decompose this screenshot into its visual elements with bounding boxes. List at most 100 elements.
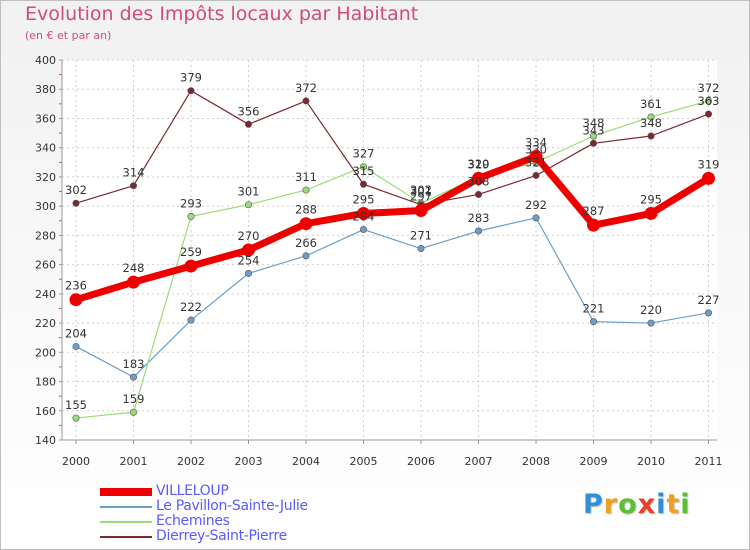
data-point-le-pavillon-sainte-julie bbox=[72, 342, 80, 350]
data-point-le-pavillon-sainte-julie bbox=[302, 252, 310, 260]
data-label-villeloup: 259 bbox=[180, 245, 202, 259]
plot-area bbox=[62, 60, 717, 440]
y-tick-label: 200 bbox=[35, 346, 56, 359]
series-line-echemines bbox=[75, 100, 710, 419]
y-tick-label: 180 bbox=[35, 376, 56, 389]
y-tick-label: 160 bbox=[35, 405, 56, 418]
data-point-dierrey-saint-pierre bbox=[359, 180, 367, 188]
y-tick-label: 400 bbox=[35, 54, 56, 67]
data-label-echemines: 301 bbox=[238, 185, 260, 199]
data-point-le-pavillon-sainte-julie bbox=[589, 318, 597, 326]
x-tick-label: 2002 bbox=[177, 455, 205, 468]
y-tick-label: 280 bbox=[35, 229, 56, 242]
data-label-le-pavillon-sainte-julie: 183 bbox=[123, 357, 145, 371]
x-tick-label: 2004 bbox=[292, 455, 320, 468]
data-point-echemines bbox=[302, 186, 310, 194]
data-point-villeloup bbox=[184, 259, 198, 273]
data-label-villeloup: 334 bbox=[525, 135, 547, 149]
data-point-villeloup bbox=[69, 293, 83, 307]
chart-title: Evolution des Impôts locaux par Habitant bbox=[25, 3, 419, 25]
data-point-dierrey-saint-pierre bbox=[130, 182, 138, 190]
y-tick-label: 140 bbox=[35, 434, 56, 447]
data-point-le-pavillon-sainte-julie bbox=[417, 245, 425, 253]
data-point-dierrey-saint-pierre bbox=[187, 87, 195, 95]
legend-label-echemines: Echemines bbox=[156, 513, 230, 529]
data-point-dierrey-saint-pierre bbox=[245, 120, 253, 128]
data-point-villeloup bbox=[299, 217, 313, 231]
data-label-dierrey-saint-pierre: 379 bbox=[180, 71, 202, 85]
legend-swatch-dierrey-saint-pierre bbox=[100, 536, 152, 538]
x-tick-label: 2007 bbox=[465, 455, 493, 468]
data-point-echemines bbox=[359, 163, 367, 171]
data-point-villeloup bbox=[702, 171, 715, 185]
data-label-dierrey-saint-pierre: 308 bbox=[468, 174, 490, 188]
data-label-echemines: 320 bbox=[468, 157, 490, 171]
data-label-echemines: 311 bbox=[295, 170, 317, 184]
data-point-echemines bbox=[72, 414, 80, 422]
y-tick-label: 240 bbox=[35, 288, 56, 301]
data-label-le-pavillon-sainte-julie: 292 bbox=[525, 198, 547, 212]
x-tick-label: 2000 bbox=[62, 455, 90, 468]
chart-subtitle: (en € et par an) bbox=[25, 29, 112, 42]
data-point-villeloup bbox=[472, 171, 485, 185]
data-label-echemines: 361 bbox=[640, 97, 662, 111]
legend-swatch-echemines bbox=[100, 521, 152, 523]
data-label-dierrey-saint-pierre: 314 bbox=[123, 166, 145, 180]
y-tick-label: 300 bbox=[35, 200, 56, 213]
legend-item-dierrey-saint-pierre: Dierrey-Saint-Pierre bbox=[100, 528, 360, 544]
data-label-echemines: 330 bbox=[525, 142, 547, 156]
grid bbox=[62, 59, 717, 441]
data-point-dierrey-saint-pierre bbox=[474, 190, 482, 198]
y-tick-label: 360 bbox=[35, 112, 56, 125]
data-point-echemines bbox=[187, 212, 195, 220]
data-point-le-pavillon-sainte-julie bbox=[359, 226, 367, 234]
data-label-le-pavillon-sainte-julie: 271 bbox=[410, 229, 432, 243]
data-label-villeloup: 295 bbox=[353, 192, 375, 206]
legend-item-le-pavillon-sainte-julie: Le Pavillon-Sainte-Julie bbox=[100, 498, 360, 514]
data-point-villeloup bbox=[242, 243, 255, 257]
data-label-le-pavillon-sainte-julie: 283 bbox=[468, 211, 490, 225]
data-label-dierrey-saint-pierre: 302 bbox=[65, 183, 87, 197]
data-label-echemines: 159 bbox=[123, 392, 145, 406]
data-label-echemines: 293 bbox=[180, 196, 202, 210]
data-point-villeloup bbox=[414, 204, 428, 218]
y-tick-label: 220 bbox=[35, 317, 56, 330]
data-labels: 204 183 222 254 266 284 271 283 292 221 220 227 155 1… bbox=[65, 71, 719, 412]
data-point-dierrey-saint-pierre bbox=[647, 132, 655, 140]
data-point-villeloup bbox=[644, 206, 658, 220]
data-point-le-pavillon-sainte-julie bbox=[704, 309, 712, 317]
data-label-echemines: 327 bbox=[353, 147, 375, 161]
data-label-le-pavillon-sainte-julie: 266 bbox=[295, 236, 317, 250]
data-point-le-pavillon-sainte-julie bbox=[245, 269, 253, 277]
data-point-echemines bbox=[647, 113, 655, 121]
data-label-le-pavillon-sainte-julie: 222 bbox=[180, 300, 202, 314]
data-label-dierrey-saint-pierre: 301 bbox=[410, 185, 432, 199]
data-point-dierrey-saint-pierre bbox=[704, 110, 712, 118]
legend: VILLELOUP Le Pavillon-Sainte-Julie Echemin… bbox=[100, 483, 360, 544]
data-point-villeloup bbox=[587, 218, 600, 232]
y-tick-label: 380 bbox=[35, 83, 56, 96]
data-point-villeloup bbox=[357, 206, 370, 220]
data-point-echemines bbox=[704, 97, 712, 105]
data-point-dierrey-saint-pierre bbox=[72, 199, 80, 207]
legend-label-villeloup: VILLELOUP bbox=[156, 483, 229, 499]
data-label-echemines: 348 bbox=[583, 116, 605, 130]
data-point-villeloup bbox=[127, 275, 140, 289]
data-point-echemines bbox=[245, 201, 253, 209]
data-label-villeloup: 270 bbox=[238, 229, 260, 243]
data-label-le-pavillon-sainte-julie: 220 bbox=[640, 303, 662, 317]
data-label-dierrey-saint-pierre: 356 bbox=[238, 104, 260, 118]
y-tick-label: 260 bbox=[35, 259, 56, 272]
data-point-le-pavillon-sainte-julie bbox=[532, 214, 540, 222]
data-point-le-pavillon-sainte-julie bbox=[187, 316, 195, 324]
data-label-dierrey-saint-pierre: 343 bbox=[583, 123, 605, 137]
data-label-villeloup: 295 bbox=[640, 192, 662, 206]
data-label-villeloup: 248 bbox=[123, 261, 145, 275]
x-tick-label: 2009 bbox=[580, 455, 608, 468]
data-label-dierrey-saint-pierre: 363 bbox=[698, 94, 720, 108]
data-label-echemines: 302 bbox=[410, 183, 432, 197]
data-point-le-pavillon-sainte-julie bbox=[130, 373, 138, 381]
x-tick-label: 2010 bbox=[637, 455, 665, 468]
x-tick-label: 2006 bbox=[407, 455, 435, 468]
data-label-le-pavillon-sainte-julie: 284 bbox=[353, 210, 375, 224]
